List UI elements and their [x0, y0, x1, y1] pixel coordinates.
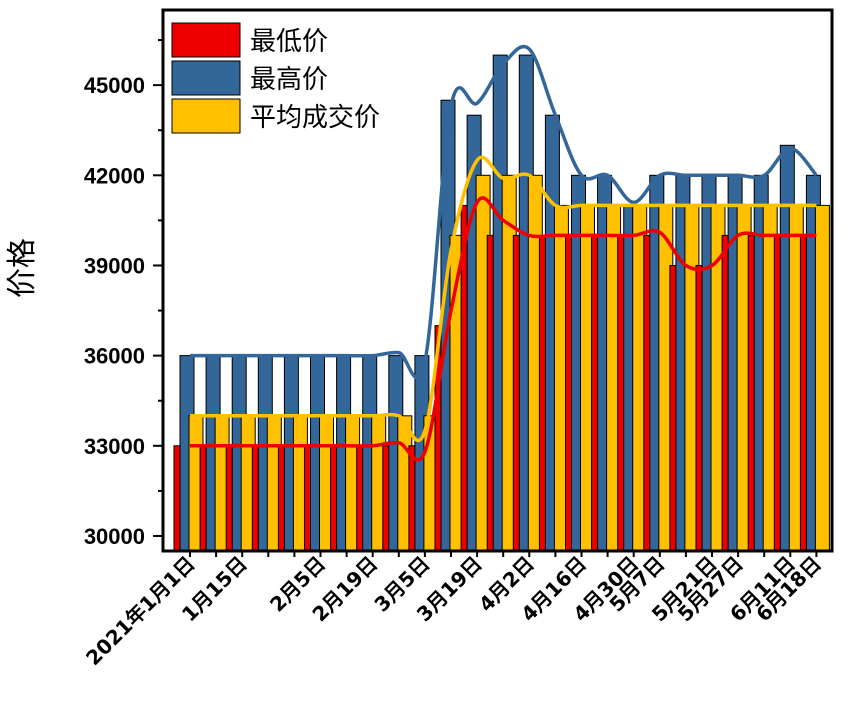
y-tick-label: 39000 [84, 253, 145, 278]
smooth-line-最低价 [190, 196, 817, 462]
bar-平均成交价-6月18日 [814, 204, 830, 552]
legend-label: 平均成交价 [250, 103, 380, 133]
y-axis: 30000 33000 36000 39000 42000 45000 [84, 39, 163, 549]
smooth-line-layer [190, 44, 818, 462]
legend-swatch [171, 22, 241, 58]
y-tick-label: 30000 [84, 524, 145, 549]
plot-frame [161, 8, 834, 553]
legend-label: 最高价 [250, 65, 328, 95]
y-tick-label: 42000 [84, 163, 145, 188]
y-tick-label: 33000 [84, 434, 145, 459]
legend-label: 最低价 [250, 27, 328, 57]
legend-swatch [171, 60, 241, 96]
legend-swatch [171, 98, 241, 134]
y-axis-title: 价格 [5, 238, 40, 298]
smooth-line-平均成交价 [190, 155, 817, 443]
smooth-line-最高价 [190, 44, 818, 380]
y-tick-label: 36000 [84, 344, 145, 369]
y-tick-label: 45000 [84, 73, 145, 98]
